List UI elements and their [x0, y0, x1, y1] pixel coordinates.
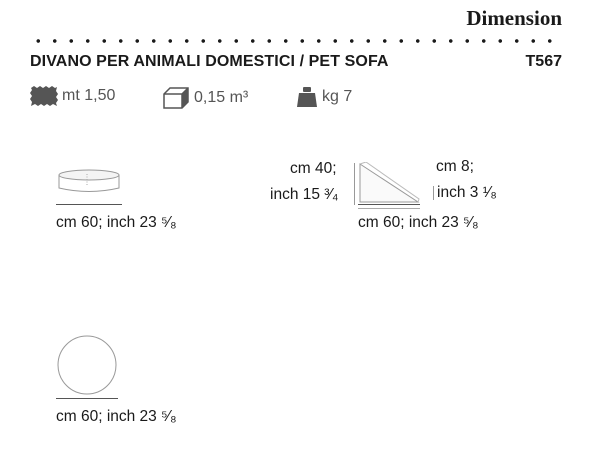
spec-volume: 0,15 m³: [162, 86, 248, 110]
bottom-left-width: cm 60; inch 23 ⁵⁄₈: [56, 408, 177, 425]
wedge-height-cm: cm 40;: [290, 160, 337, 177]
box-icon: [163, 87, 189, 109]
weight-icon: [297, 87, 317, 107]
spec-fabric: mt 1,50: [30, 86, 115, 106]
wedge-side-view-icon: [359, 162, 420, 203]
fabric-swatch-icon: [30, 86, 58, 106]
wedge-depth-line: [433, 186, 434, 200]
page-title: Dimension: [466, 6, 562, 30]
wedge-depth-inch: inch 3 ¹⁄₈: [437, 184, 497, 201]
product-code: T567: [525, 53, 562, 70]
top-right-width: cm 60; inch 23 ⁵⁄₈: [358, 214, 479, 231]
fabric-value: mt 1,50: [62, 87, 116, 104]
wedge-depth-cm: cm 8;: [436, 158, 474, 175]
wedge-height-inch: inch 15 ³⁄₄: [270, 186, 339, 203]
top-left-width: cm 60; inch 23 ⁵⁄₈: [56, 214, 177, 231]
wedge-height-line: [354, 163, 355, 205]
dotted-divider: [30, 38, 564, 44]
cushion-side-view-icon: [58, 169, 120, 192]
spec-weight: kg 7: [296, 86, 352, 108]
weight-value: kg 7: [322, 88, 353, 105]
product-name: DIVANO PER ANIMALI DOMESTICI / PET SOFA: [30, 53, 389, 70]
volume-value: 0,15 m³: [194, 89, 249, 106]
cushion-top-view-icon: [57, 335, 117, 395]
